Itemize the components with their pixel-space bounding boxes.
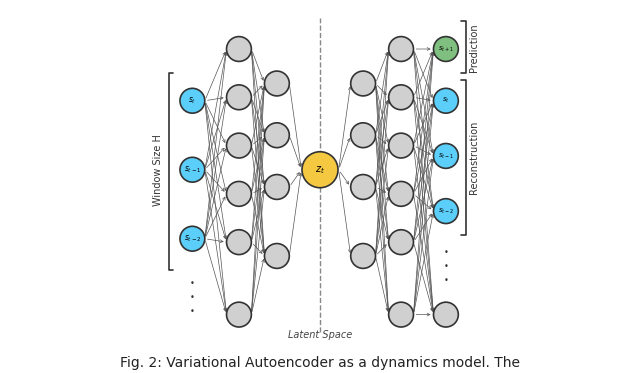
Circle shape [433,199,458,223]
Text: $s_{t-1}$: $s_{t-1}$ [184,164,201,175]
Circle shape [351,244,376,269]
Circle shape [433,37,458,62]
Text: $s_{t-2}$: $s_{t-2}$ [438,207,454,216]
Circle shape [180,157,205,182]
Circle shape [227,85,252,110]
Text: •: • [444,262,449,271]
Text: •: • [444,276,449,285]
Circle shape [180,226,205,251]
Text: Latent Space: Latent Space [288,330,352,341]
Circle shape [227,302,252,327]
Text: •: • [190,307,195,316]
Text: •: • [190,279,195,288]
Circle shape [388,230,413,255]
Circle shape [264,244,289,269]
Circle shape [388,37,413,62]
Circle shape [433,302,458,327]
Circle shape [180,88,205,113]
Circle shape [433,144,458,168]
Text: Reconstruction: Reconstruction [469,121,479,194]
Circle shape [351,71,376,96]
Text: $s_t$: $s_t$ [188,95,196,106]
Circle shape [433,88,458,113]
Circle shape [227,181,252,206]
Circle shape [388,133,413,158]
Text: Fig. 2: Variational Autoencoder as a dynamics model. The: Fig. 2: Variational Autoencoder as a dyn… [120,356,520,370]
Text: $s_{t-1}$: $s_{t-1}$ [438,151,454,160]
Text: •: • [444,248,449,257]
Circle shape [388,85,413,110]
Text: •: • [190,293,195,302]
Text: $s_{t+1}$: $s_{t+1}$ [438,44,454,54]
Text: Window Size H: Window Size H [153,134,163,206]
Circle shape [227,133,252,158]
Circle shape [388,181,413,206]
Text: Prediction: Prediction [469,23,479,72]
Circle shape [351,123,376,148]
Circle shape [264,71,289,96]
Circle shape [388,302,413,327]
Circle shape [227,37,252,62]
Circle shape [302,152,338,188]
Text: $z_t$: $z_t$ [315,164,325,176]
Circle shape [264,123,289,148]
Text: $s_{t-2}$: $s_{t-2}$ [184,233,201,244]
Circle shape [264,175,289,200]
Circle shape [351,175,376,200]
Circle shape [227,230,252,255]
Text: $s_t$: $s_t$ [442,96,450,105]
